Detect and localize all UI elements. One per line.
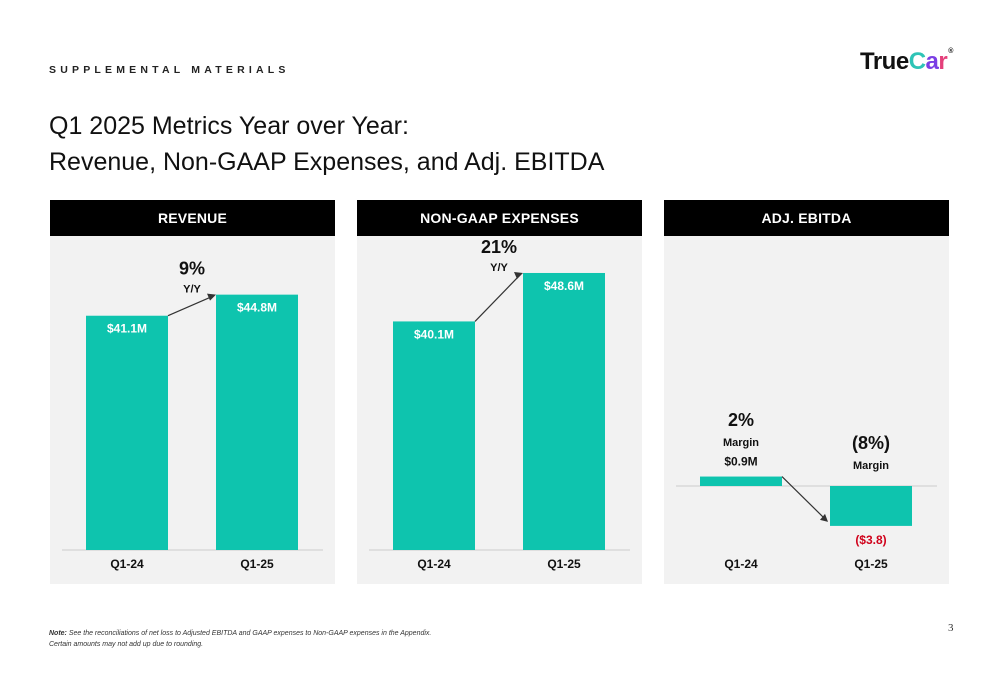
- non-gaap-bar-q1-25: [523, 272, 605, 550]
- ebitda-change-arrow: [781, 476, 826, 520]
- adj-ebitda-panel: ADJ. EBITDA $0.9M 2% Margin (8%) Margin ($3.8…: [664, 200, 949, 584]
- revenue-change-value: 9%: [179, 259, 205, 279]
- truecar-logo: TrueCar®: [860, 48, 953, 75]
- ebitda-margin-value: (8%): [852, 433, 890, 453]
- ebitda-bar-q1-24: [700, 476, 782, 486]
- revenue-change-label: Y/Y: [183, 284, 201, 296]
- non-gaap-expenses-panel: NON-GAAP EXPENSES $40.1M Q1-24 $48.6M Q1-25…: [357, 200, 642, 584]
- ebitda-x-tick-label: Q1-24: [724, 557, 758, 571]
- page-title: Q1 2025 Metrics Year over Year: Revenue,…: [49, 108, 604, 180]
- ebitda-bar-q1-25: [830, 486, 912, 526]
- page-number: 3: [948, 622, 954, 634]
- revenue-change-arrow: [167, 295, 215, 317]
- title-line-1: Q1 2025 Metrics Year over Year:: [49, 112, 409, 140]
- adj-ebitda-chart: $0.9M 2% Margin (8%) Margin ($3.8) Q1-24 Q1-25: [676, 410, 937, 571]
- adj-ebitda-panel-title: ADJ. EBITDA: [664, 200, 949, 236]
- revenue-chart: $41.1M Q1-24 $44.8M Q1-25 9% Y/Y: [62, 259, 323, 571]
- non-gaap-change-arrow: [474, 273, 522, 322]
- ebitda-arrow-head: [820, 513, 828, 522]
- ebitda-margin-label: Margin: [723, 437, 759, 449]
- section-label: SUPPLEMENTAL MATERIALS: [49, 64, 290, 76]
- ebitda-margin-label: Margin: [853, 460, 889, 472]
- non-gaap-x-tick-label: Q1-24: [417, 557, 451, 571]
- non-gaap-value-label: $48.6M: [544, 279, 584, 293]
- non-gaap-value-label: $40.1M: [414, 327, 454, 341]
- ebitda-margin-value: 2%: [728, 410, 754, 430]
- revenue-x-tick-label: Q1-25: [240, 557, 274, 571]
- revenue-panel-title: REVENUE: [50, 200, 335, 236]
- revenue-arrow-head: [207, 293, 216, 301]
- revenue-value-label: $44.8M: [237, 301, 277, 315]
- ebitda-negative-value-label: ($3.8): [855, 533, 886, 547]
- title-line-2: Revenue, Non-GAAP Expenses, and Adj. EBI…: [49, 148, 605, 176]
- non-gaap-expenses-chart: $40.1M Q1-24 $48.6M Q1-25 21% Y/Y: [369, 237, 630, 571]
- non-gaap-change-value: 21%: [481, 237, 517, 257]
- revenue-value-label: $41.1M: [107, 322, 147, 336]
- revenue-x-tick-label: Q1-24: [110, 557, 144, 571]
- non-gaap-change-label: Y/Y: [490, 262, 508, 274]
- non-gaap-bar-q1-24: [393, 321, 475, 550]
- revenue-bar-q1-24: [86, 315, 168, 550]
- revenue-panel: REVENUE $41.1M Q1-24 $44.8M Q1-25 9% Y/Y: [50, 200, 335, 584]
- ebitda-x-tick-label: Q1-25: [854, 557, 888, 571]
- revenue-bar-q1-25: [216, 294, 298, 550]
- non-gaap-panel-title: NON-GAAP EXPENSES: [357, 200, 642, 236]
- ebitda-value-label: $0.9M: [724, 455, 757, 469]
- non-gaap-x-tick-label: Q1-25: [547, 557, 581, 571]
- non-gaap-arrow-head: [514, 271, 523, 279]
- footnote: Note: See the reconciliations of net los…: [49, 630, 432, 648]
